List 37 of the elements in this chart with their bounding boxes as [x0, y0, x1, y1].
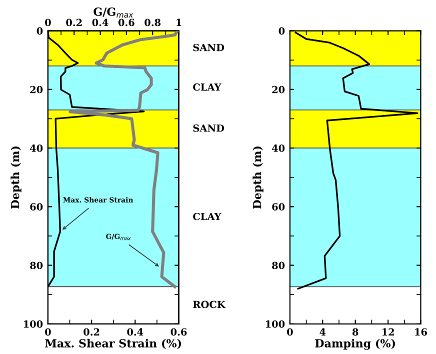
x-tick-label: 0.4: [127, 328, 144, 336]
x2-tick-label: 0.8: [144, 18, 161, 26]
x2-tick-label: 0.2: [66, 18, 82, 26]
band-label: ROCK: [193, 300, 226, 308]
y-tick-label: 60: [30, 203, 43, 210]
x-tick-label: 0: [287, 328, 293, 336]
y-tick-label: 60: [272, 203, 285, 210]
y-tick-label: 20: [30, 86, 43, 94]
x2-axis-title: G/G$_{max}$: [94, 8, 134, 18]
y-tick-label: 0: [36, 27, 43, 35]
x2-tick-label: 0.4: [92, 18, 108, 26]
band-label: SAND: [193, 124, 224, 132]
y-tick-label: 0: [278, 27, 285, 35]
x2-tick-label: 1: [176, 18, 182, 26]
y-tick-label: 40: [272, 144, 285, 152]
y-axis-title: Depth (m): [252, 146, 264, 209]
x-tick-label: 12: [382, 328, 394, 336]
x-tick-label: 0.2: [84, 328, 100, 336]
y-tick-label: 100: [266, 320, 285, 328]
x-axis-title: Damping (%): [315, 338, 395, 350]
y-tick-label: 80: [272, 262, 285, 270]
x2-tick-label: 0: [45, 18, 51, 26]
y-tick-label: 20: [272, 86, 285, 94]
y-axis-title: Depth (m): [10, 146, 22, 209]
y-tick-label: 100: [24, 320, 43, 328]
x-tick-label: 16: [415, 328, 427, 336]
x-tick-label: 8: [352, 328, 358, 336]
x-axis-title: Max. Shear Strain (%): [45, 338, 182, 350]
y-tick-label: 40: [30, 144, 43, 152]
band-label: SAND: [193, 44, 224, 52]
y-tick-label: 80: [30, 262, 43, 270]
x-tick-label: 0: [45, 328, 51, 336]
band-label: CLAY: [193, 212, 222, 220]
x2-tick-label: 0.6: [118, 18, 134, 26]
x-tick-label: 0.6: [170, 328, 187, 336]
band-label: CLAY: [193, 83, 222, 91]
x-tick-label: 4: [320, 328, 326, 336]
